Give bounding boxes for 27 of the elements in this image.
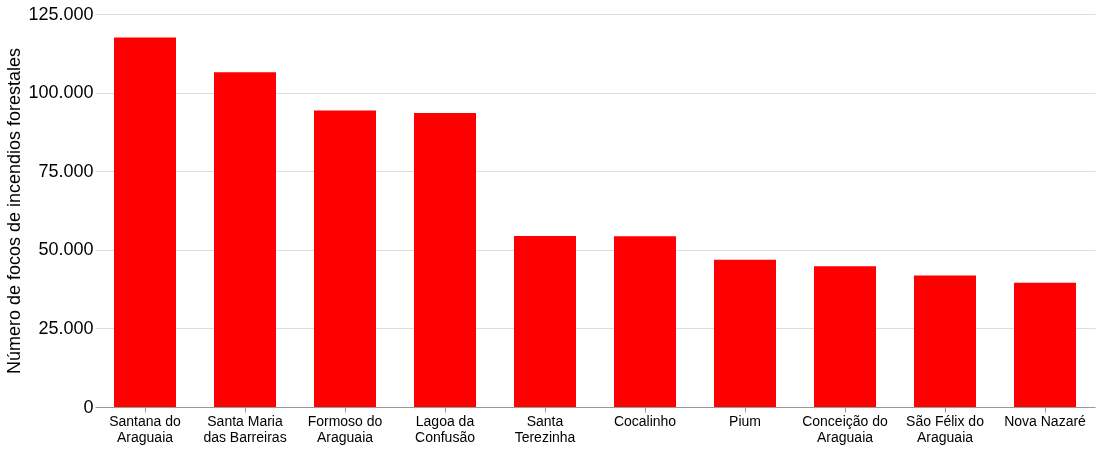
x-tick-label: Santa Maria das Barreiras bbox=[203, 412, 287, 445]
bar bbox=[1014, 282, 1076, 407]
bar bbox=[214, 72, 276, 407]
x-tick-label: Lagoa da Confusão bbox=[415, 412, 476, 445]
bar bbox=[114, 37, 176, 407]
bar bbox=[414, 113, 476, 407]
bar bbox=[514, 235, 576, 407]
x-tick-label: Santa Terezinha bbox=[514, 412, 576, 445]
x-tick-label: Pium bbox=[729, 412, 761, 429]
x-tick-label: Nova Nazaré bbox=[1004, 412, 1087, 429]
y-tick-label: 75.000 bbox=[38, 160, 94, 181]
bar bbox=[314, 110, 376, 407]
bar bbox=[814, 266, 876, 407]
x-tick-label: Santana do Araguaia bbox=[109, 412, 182, 445]
x-tick-label: Conceição do Araguaia bbox=[802, 412, 889, 445]
y-tick-label: 50.000 bbox=[38, 239, 94, 260]
x-tick-label: Cocalinho bbox=[613, 412, 677, 429]
x-tick-label: Formoso do Araguaia bbox=[307, 412, 383, 445]
y-tick-label: 25.000 bbox=[38, 317, 94, 338]
bar bbox=[914, 275, 976, 407]
x-tick-label: São Félix do Araguaia bbox=[906, 412, 985, 445]
y-tick-label: 125.000 bbox=[28, 3, 94, 24]
bar bbox=[714, 259, 776, 407]
y-tick-label: 100.000 bbox=[28, 82, 94, 103]
bar bbox=[614, 236, 676, 407]
y-axis-title: Número de focos de incendios forestales bbox=[4, 47, 25, 375]
y-tick-label: 0 bbox=[83, 396, 94, 417]
